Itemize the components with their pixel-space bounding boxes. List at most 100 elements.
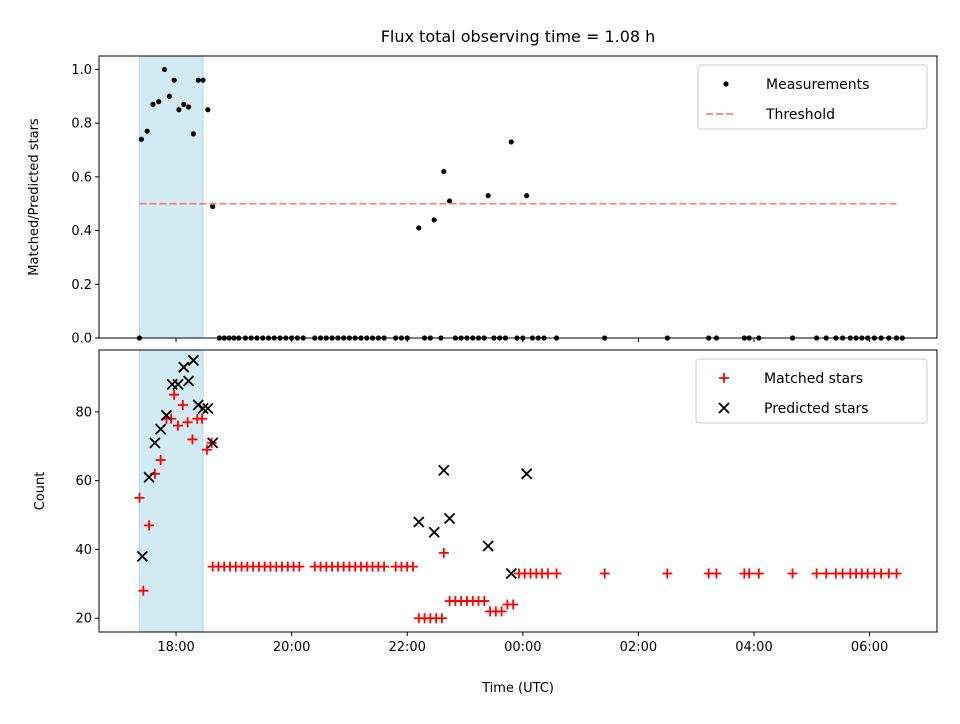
- data-point: [138, 585, 149, 596]
- legend-label: Matched stars: [764, 371, 863, 387]
- y-tick-label: 0.4: [71, 224, 92, 239]
- y-axis-label: Count: [33, 472, 48, 511]
- series-predicted-stars: [136, 354, 533, 580]
- data-point: [416, 225, 422, 231]
- x-tick-label: 20:00: [273, 640, 310, 655]
- data-point: [171, 77, 177, 83]
- legend-label: Measurements: [766, 77, 869, 93]
- plot-frame: [98, 55, 938, 339]
- data-point: [161, 66, 168, 73]
- data-point: [479, 596, 490, 607]
- data-point: [202, 402, 214, 415]
- data-point: [821, 568, 832, 579]
- legend-box: [697, 64, 928, 130]
- y-tick-label: 80: [75, 405, 92, 420]
- data-point: [176, 107, 182, 113]
- data-point: [182, 375, 195, 387]
- data-point: [166, 93, 172, 99]
- data-point: [431, 217, 437, 223]
- data-point: [143, 471, 155, 483]
- observing-window-shade: [138, 349, 204, 633]
- data-point: [542, 568, 553, 579]
- data-point: [197, 413, 208, 424]
- data-point: [505, 567, 517, 580]
- legend-box: [695, 358, 928, 424]
- data-point: [169, 389, 180, 400]
- data-point: [441, 168, 447, 175]
- data-point: [482, 540, 494, 552]
- y-tick-label: 0.0: [71, 332, 92, 347]
- data-point: [428, 526, 440, 538]
- data-point: [662, 568, 673, 579]
- x-tick-label: 06:00: [851, 640, 888, 655]
- data-point: [200, 77, 206, 83]
- data-point: [443, 512, 456, 525]
- data-point: [599, 568, 610, 579]
- y-tick-label: 1.0: [71, 63, 92, 78]
- y-tick-label: 40: [75, 543, 92, 558]
- data-point: [172, 420, 183, 431]
- x-axis-label: Time (UTC): [481, 681, 554, 696]
- y-axis-label: Matched/Predicted stars: [27, 118, 42, 276]
- data-point: [891, 568, 902, 579]
- legend-label: Predicted stars: [764, 401, 869, 417]
- data-point: [447, 198, 453, 204]
- legend-label: Threshold: [765, 107, 835, 123]
- data-point: [521, 468, 533, 480]
- data-point: [210, 203, 216, 209]
- x-tick-label: 02:00: [620, 640, 657, 655]
- data-point: [155, 423, 167, 435]
- data-point: [136, 550, 148, 562]
- data-point: [178, 361, 190, 373]
- legend-marker: [723, 81, 729, 87]
- data-point: [551, 568, 562, 579]
- data-point: [753, 568, 764, 579]
- data-point: [508, 599, 519, 610]
- data-point: [160, 409, 173, 421]
- data-point: [201, 444, 212, 455]
- data-point: [166, 413, 177, 424]
- data-point: [787, 568, 798, 579]
- data-point: [524, 193, 530, 199]
- data-point: [438, 547, 449, 558]
- observing-window-shade: [138, 55, 204, 339]
- series-matched-stars: [134, 389, 902, 624]
- data-point: [436, 613, 447, 624]
- y-tick-label: 60: [75, 474, 92, 489]
- data-point: [187, 434, 198, 445]
- data-point: [195, 77, 201, 83]
- data-point: [185, 104, 192, 110]
- data-point: [711, 568, 722, 579]
- legend: Measurements Threshold: [697, 64, 928, 130]
- data-point: [144, 128, 150, 134]
- data-point: [811, 568, 822, 579]
- y-tick-label: 0.6: [71, 170, 92, 185]
- data-point: [182, 417, 193, 428]
- data-point: [150, 101, 156, 107]
- x-tick-label: 18:00: [157, 640, 194, 655]
- legend-marker: [718, 402, 730, 414]
- y-tick-label: 20: [75, 612, 92, 627]
- data-point: [205, 107, 211, 113]
- panel-1: 20 40 60 80 18:00 20:00 22:00 00:00 02:00 04:00 06…: [33, 349, 938, 655]
- data-point: [413, 516, 425, 528]
- legend-item: Matched stars: [719, 371, 863, 387]
- plot-frame: [98, 349, 938, 633]
- data-point: [156, 99, 162, 105]
- data-point: [192, 399, 204, 411]
- data-point: [207, 437, 219, 449]
- data-point: [408, 561, 419, 572]
- data-point: [379, 561, 390, 572]
- legend-item: Threshold: [706, 107, 835, 123]
- data-point: [294, 561, 305, 572]
- data-point: [172, 378, 184, 391]
- data-point: [190, 131, 196, 137]
- data-point: [134, 492, 145, 503]
- data-point: [138, 136, 144, 142]
- y-tick-label: 0.8: [71, 117, 92, 132]
- panel-0: 0.0 0.2 0.4 0.6 0.8 1.0 Matched/Predicted star…: [27, 55, 938, 347]
- x-tick-label: 22:00: [388, 640, 425, 655]
- data-point: [177, 400, 188, 411]
